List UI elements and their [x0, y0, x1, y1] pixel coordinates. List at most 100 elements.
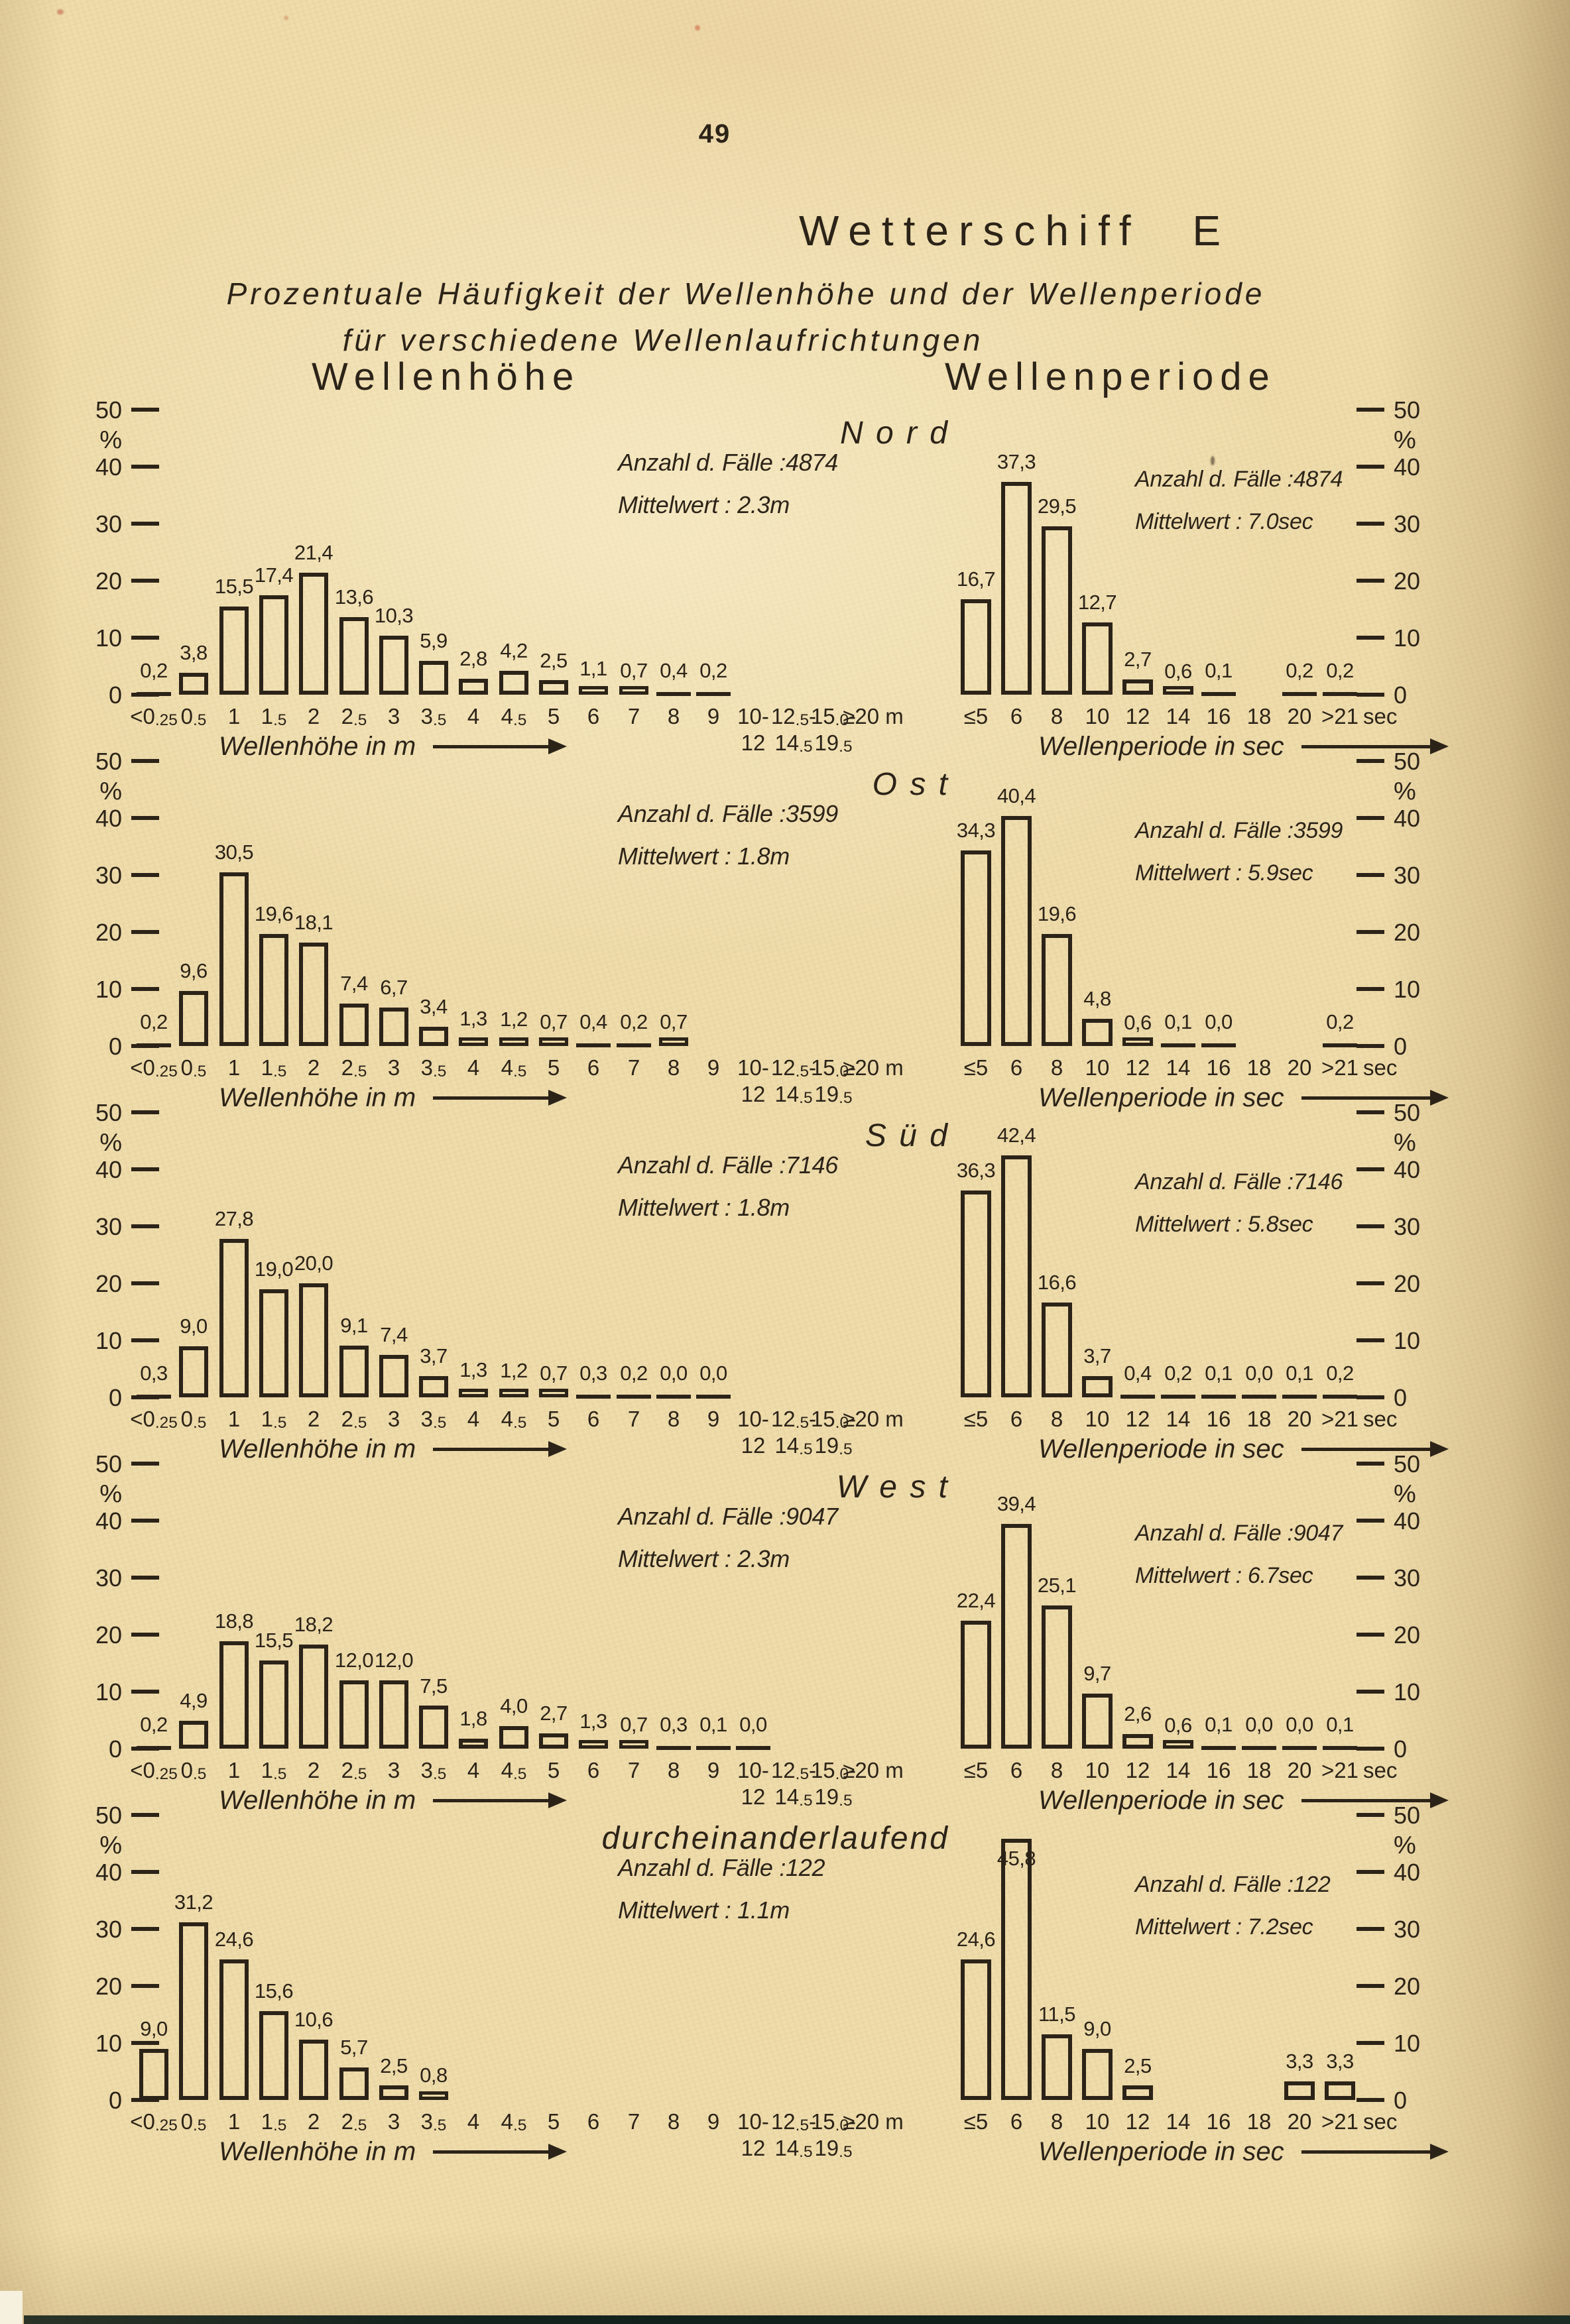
x-tick-label: 4.5	[501, 704, 527, 729]
bar	[299, 1283, 328, 1397]
x-axis-title-text: Wellenhöhe in m	[219, 1434, 416, 1464]
y-tick-dash	[131, 930, 159, 934]
y-tick-label: 10	[95, 976, 122, 1003]
y-tick-label: 30	[1394, 862, 1421, 889]
x-tick-label: 2	[307, 1407, 320, 1431]
x-tick-label: 10-	[737, 704, 769, 728]
y-tick-dash	[1357, 987, 1384, 991]
bar	[179, 1922, 208, 2100]
x-tick-label: 9	[707, 1407, 720, 1431]
y-tick-dash	[131, 1462, 159, 1466]
bar-value-label: 5,9	[420, 629, 448, 653]
x-tick-label: 4.5	[501, 1758, 527, 1783]
bar	[579, 686, 608, 695]
bar-value-label: 4,9	[180, 1688, 208, 1712]
x-tick-label: 3.5	[420, 1758, 447, 1783]
x-tick-label: ≥20 m	[843, 1055, 904, 1080]
paper-speck	[695, 25, 700, 30]
y-tick-dash	[131, 1927, 159, 1931]
bar-value-label: 42,4	[996, 1124, 1036, 1147]
bar	[961, 1621, 991, 1749]
mean-annotation: Mittelwert : 5.9sec	[1135, 860, 1313, 886]
bar	[219, 1959, 249, 2100]
x-tick-label: 6	[1010, 1407, 1023, 1431]
x-tick-label: 10-	[737, 1055, 769, 1080]
bar	[459, 1037, 488, 1046]
x-tick-label: 2	[307, 1055, 320, 1080]
y-tick-dash	[1357, 1927, 1384, 1931]
y-tick-dash	[1357, 1281, 1384, 1285]
x-axis-unit: sec	[1363, 1407, 1398, 1431]
bar-value-label: 12,0	[374, 1648, 414, 1672]
y-tick-label: 20	[95, 567, 122, 595]
bar	[179, 1721, 208, 1749]
y-tick-dash	[131, 1338, 159, 1342]
x-tick-label: 0.5	[180, 1407, 207, 1432]
y-tick-dash	[1357, 636, 1384, 640]
x-axis-title-text: Wellenhöhe in m	[219, 1786, 416, 1815]
bar	[419, 661, 448, 695]
baseline-dash	[1323, 692, 1357, 696]
x-tick-label: 12	[1125, 704, 1150, 728]
bar-value-label: 0,1	[1205, 659, 1233, 682]
y-tick-label: 40	[95, 1156, 122, 1183]
direction-label: O s t	[872, 767, 949, 802]
x-tick-label: 3	[387, 1758, 400, 1782]
bar-value-label: 0,2	[1286, 659, 1313, 682]
y-axis-unit: %	[1394, 778, 1416, 805]
baseline-dash	[1201, 1395, 1236, 1399]
x-tick-label: 1.5	[261, 1758, 287, 1783]
bar-value-label: 0,0	[1286, 1713, 1313, 1736]
bar-value-label: 19,0	[254, 1257, 294, 1281]
bar	[299, 2040, 328, 2100]
cases-annotation: Anzahl d. Fälle :4874	[1135, 467, 1343, 492]
bar-value-label: 3,4	[420, 994, 448, 1018]
y-tick-label: 10	[95, 1327, 122, 1354]
y-tick-label: 50	[95, 748, 122, 775]
x-tick-label: 12.5-	[770, 1055, 817, 1080]
bar-value-label: 0,2	[1326, 1010, 1354, 1033]
x-tick-label: 14.5	[774, 1433, 813, 1458]
bar	[579, 1740, 608, 1749]
x-tick-label: 2	[307, 704, 320, 728]
baseline-dash	[137, 1395, 171, 1399]
x-tick-label: 6	[587, 1758, 600, 1782]
y-tick-label: 10	[95, 2030, 122, 2057]
x-axis-title-text: Wellenhöhe in m	[219, 2137, 416, 2166]
x-tick-label: 16	[1206, 1055, 1231, 1080]
bar-value-label: 3,3	[1326, 2049, 1354, 2073]
x-axis-title: Wellenhöhe in m	[219, 1084, 568, 1111]
y-tick-label: 0	[108, 2087, 122, 2114]
direction-label: durcheinanderlaufend	[601, 1821, 949, 1856]
mean-annotation: Mittelwert : 2.3m	[618, 1545, 790, 1572]
x-tick-label: 8	[1050, 1758, 1063, 1782]
bar	[339, 1346, 369, 1397]
bar-value-label: 0,3	[660, 1713, 688, 1736]
x-tick-label: 3.5	[420, 2109, 447, 2134]
axis-arrow-icon	[1301, 1792, 1449, 1808]
y-tick-dash	[1357, 1519, 1384, 1523]
x-tick-label: 0.5	[180, 1758, 207, 1783]
x-tick-label: 14.5	[774, 1082, 813, 1107]
x-tick-label: 7	[627, 1407, 640, 1431]
bar-value-label: 0,4	[579, 1010, 607, 1033]
bar-value-label: 0,2	[1326, 659, 1354, 682]
y-tick-label: 20	[1394, 919, 1421, 946]
y-tick-dash	[131, 636, 159, 640]
x-tick-label: 7	[627, 2109, 640, 2134]
y-tick-dash	[131, 408, 159, 412]
y-tick-label: 10	[95, 624, 122, 652]
y-tick-label: 0	[1394, 1033, 1408, 1060]
bar-value-label: 0,1	[1326, 1713, 1354, 1736]
y-tick-dash	[131, 2098, 159, 2102]
bar	[619, 1740, 648, 1749]
y-tick-label: 10	[95, 1678, 122, 1706]
bar-value-label: 9,1	[340, 1313, 368, 1337]
x-tick-label: 8	[667, 704, 680, 728]
x-tick-label: 0.5	[180, 1055, 207, 1080]
y-tick-dash	[1357, 579, 1384, 583]
x-tick-label: 19.5	[814, 730, 853, 756]
bar-value-label: 3,7	[1083, 1344, 1111, 1368]
x-tick-label: 12	[741, 1784, 766, 1809]
y-tick-label: 0	[108, 1033, 122, 1060]
